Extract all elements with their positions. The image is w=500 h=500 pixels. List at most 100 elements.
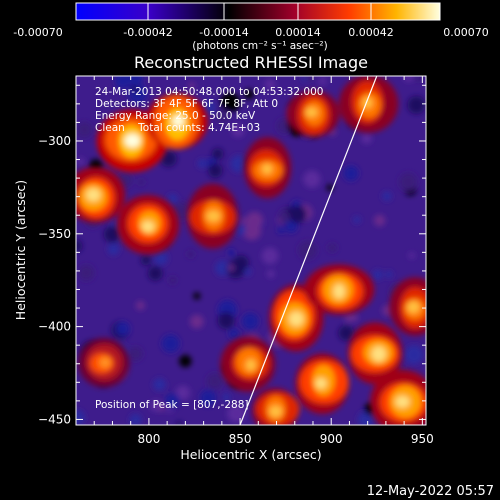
heatmap-cell [131, 85, 139, 93]
emission-source [99, 356, 111, 369]
heatmap-cell [129, 413, 142, 425]
heatmap-cell [76, 410, 85, 425]
heatmap-cell [407, 96, 426, 114]
colorbar-tick-label: 0.00070 [443, 26, 489, 39]
heatmap-cell [187, 250, 195, 258]
heatmap-cell [298, 240, 318, 260]
emission-source [206, 210, 221, 222]
colorbar-ticks [147, 3, 372, 20]
heatmap-cell [343, 165, 359, 181]
heatmap-cell [188, 82, 196, 89]
heatmap-cell [220, 92, 240, 113]
heatmap-cell [103, 226, 121, 243]
heatmap-cell [148, 266, 163, 281]
heatmap-cell [153, 378, 166, 391]
y-tick-label: −300 [38, 134, 71, 148]
heatmap-cell [161, 334, 180, 353]
heatmap-cell [193, 292, 201, 300]
heatmap-cell [150, 400, 162, 412]
emission-source [315, 377, 327, 389]
annotation-clean-counts: Clean Total counts: 4.74E+03 [95, 122, 260, 134]
heatmap-cell [243, 89, 254, 100]
emission-source [245, 359, 256, 371]
heatmap-cell [408, 252, 415, 259]
heatmap-cell [385, 270, 393, 278]
heatmap-cell [175, 385, 191, 400]
heatmap-cell [361, 132, 372, 144]
heatmap-cell [261, 247, 279, 265]
heatmap-cell [303, 170, 321, 188]
heatmap-cell [231, 124, 245, 137]
heatmap-plot [76, 76, 426, 425]
emission-source [333, 283, 346, 299]
heatmap-cell [327, 243, 337, 253]
heatmap-cell [357, 411, 375, 425]
heatmap-cell [215, 109, 230, 124]
colorbar-tick-label: 0.00042 [348, 26, 394, 39]
heatmap-cell [243, 267, 252, 276]
heatmap-cell [227, 404, 246, 423]
colorbar-tick-label: 0.00014 [275, 26, 321, 39]
colorbar-tick-label: -0.00070 [13, 26, 62, 39]
colorbar-gradient [75, 2, 441, 21]
heatmap-cell [288, 205, 307, 224]
emission-source [261, 163, 273, 175]
x-tick-label: 900 [320, 432, 343, 446]
heatmap-cell [176, 421, 183, 425]
y-axis-label: Heliocentric Y (arcsec) [13, 180, 28, 320]
heatmap-cell [138, 178, 145, 186]
colorbar-tick-label: -0.00042 [123, 26, 172, 39]
heatmap-cell [285, 220, 298, 233]
heatmap-cell [344, 313, 354, 323]
x-tick-label: 800 [137, 432, 160, 446]
emission-source [141, 220, 155, 233]
heatmap-cell [240, 217, 247, 224]
emission-source [288, 311, 304, 327]
chart-title: Reconstructed RHESSI Image [134, 53, 368, 72]
y-tick-label: −400 [38, 320, 71, 334]
plot-annotations: 24-Mar-2013 04:50:48.000 to 04:53:32.000… [95, 86, 323, 411]
heatmap-cell [212, 148, 224, 160]
heatmap-cell [166, 406, 173, 413]
heatmap-cell [76, 121, 93, 138]
heatmap-cell [230, 155, 248, 173]
heatmap-cell [318, 77, 327, 85]
y-tick-label: −450 [38, 412, 71, 426]
render-timestamp: 12-May-2022 05:57 [367, 484, 494, 499]
y-axis: −300 −350 −400 −450 [38, 84, 426, 426]
solar-limb-line [239, 76, 378, 425]
heatmap-cell [189, 314, 204, 329]
heatmap-cell [164, 393, 180, 409]
emission-source [269, 405, 282, 418]
colorbar-tick-label: -0.00014 [199, 26, 248, 39]
heatmap-cell [115, 321, 130, 336]
heatmap-cell [338, 325, 355, 341]
heatmap-cell [372, 269, 383, 280]
heatmap-cell [305, 76, 315, 82]
emission-source [371, 346, 387, 362]
emission-source [406, 301, 420, 314]
heatmap-cell [266, 270, 275, 278]
heatmap-cell [78, 264, 95, 281]
heatmap-cell [350, 314, 359, 322]
heatmap-cell [208, 163, 223, 178]
heatmap-cell [399, 172, 418, 192]
heatmap-cell [353, 216, 361, 224]
colorbar: -0.00070 -0.00042 -0.00014 0.00014 0.000… [13, 2, 489, 52]
heatmap-cell [114, 76, 131, 89]
emission-source [86, 188, 101, 202]
heatmap-cell [76, 239, 83, 253]
colorbar-unit-label: (photons cm⁻² s⁻¹ asec⁻²) [192, 40, 327, 52]
annotation-detectors: Detectors: 3F 4F 5F 6F 7F 8F, Att 0 [95, 98, 278, 110]
heatmap-cell [228, 328, 240, 340]
heatmap-cell [160, 150, 177, 167]
heatmap-cell [233, 255, 249, 271]
heatmap-cell [277, 226, 285, 234]
emission-source [124, 133, 141, 148]
x-tick-label: 950 [411, 432, 434, 446]
heatmap-cell [135, 300, 145, 311]
heatmap-cell [140, 255, 152, 266]
emission-source [305, 107, 318, 118]
heatmap-cell [215, 260, 231, 276]
